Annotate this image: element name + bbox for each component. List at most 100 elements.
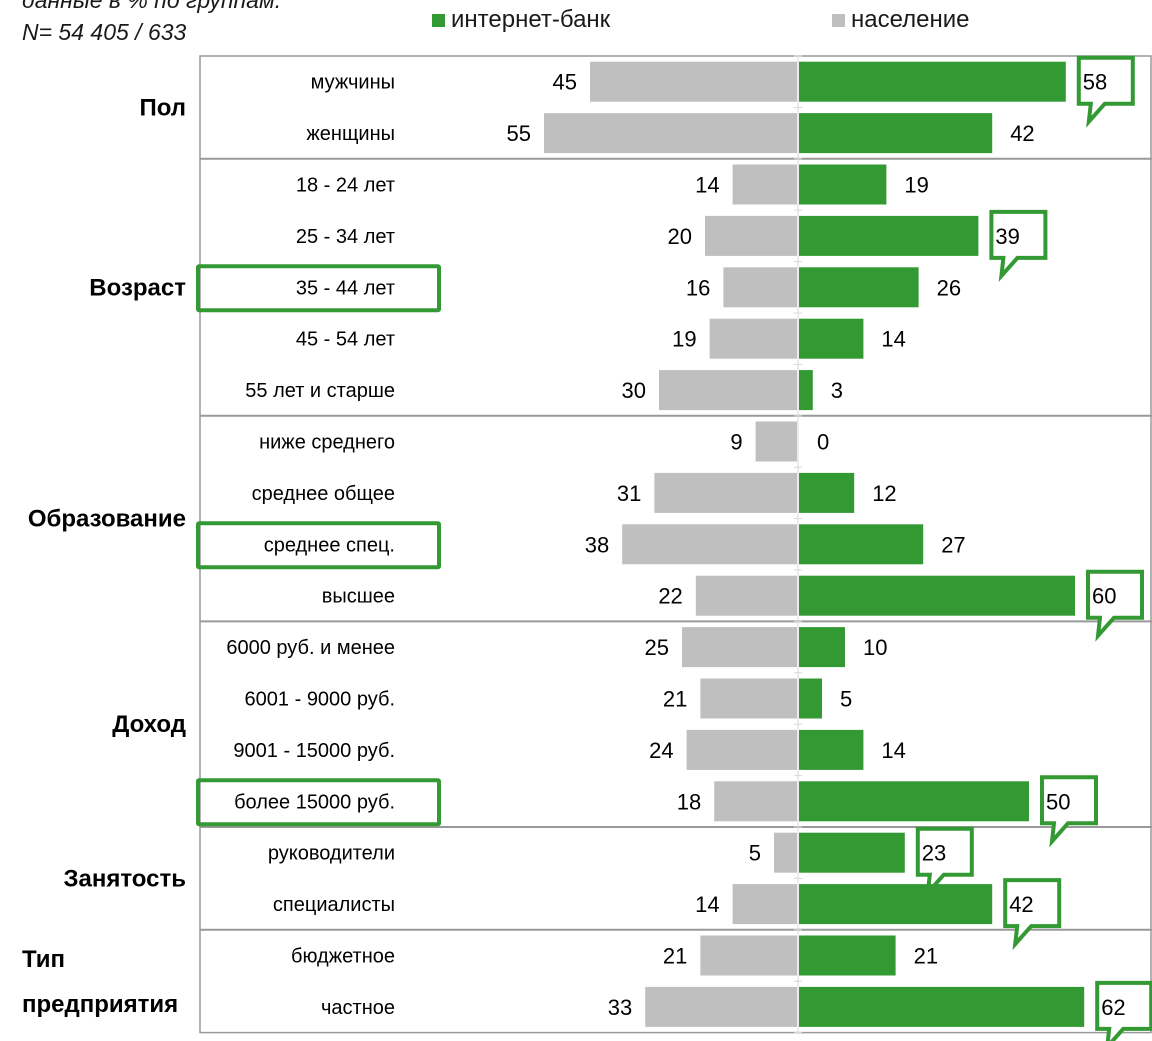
bar-population	[700, 935, 797, 976]
bar-internet-bank	[799, 935, 896, 976]
category-label: высшее	[322, 586, 395, 608]
group-label: Пол	[139, 94, 186, 121]
category-highlight-frame	[196, 264, 441, 313]
value-callout	[1095, 980, 1152, 1041]
bar-population	[705, 215, 797, 256]
legend-item-internet-bank: интернет-банк	[432, 6, 610, 34]
value-label-internet-bank: 5	[840, 687, 852, 712]
value-callout	[1076, 55, 1135, 128]
bar-internet-bank	[799, 370, 813, 411]
bar-population	[774, 832, 797, 873]
value-label-population: 19	[672, 327, 696, 352]
category-highlight-frame	[196, 778, 441, 827]
value-label-internet-bank: 50	[1046, 789, 1070, 814]
bar-internet-bank	[799, 61, 1066, 102]
value-label-population: 38	[585, 532, 609, 557]
value-label-population: 22	[658, 584, 682, 609]
category-label: 6001 - 9000 руб.	[245, 689, 395, 711]
bar-population	[709, 318, 797, 359]
value-label-internet-bank: 19	[904, 173, 928, 198]
value-label-internet-bank: 14	[881, 327, 905, 352]
bar-internet-bank	[799, 575, 1075, 616]
note-line-1: данные в % по группам.	[22, 0, 282, 13]
legend-swatch-internet-bank	[432, 13, 445, 27]
bar-internet-bank	[799, 832, 905, 873]
value-label-internet-bank: 23	[922, 841, 946, 866]
value-label-internet-bank: 10	[863, 635, 887, 660]
value-label-population: 33	[608, 995, 632, 1020]
bar-population	[682, 627, 797, 668]
category-label: 55 лет и старше	[245, 380, 395, 402]
category-label: женщины	[306, 123, 395, 145]
value-label-internet-bank: 14	[881, 738, 905, 763]
category-label: 9001 - 15000 руб.	[233, 740, 395, 762]
category-label: частное	[321, 997, 395, 1019]
value-label-internet-bank: 21	[914, 944, 938, 969]
bar-internet-bank	[799, 627, 845, 668]
value-label-population: 21	[663, 944, 687, 969]
value-callout	[915, 826, 974, 899]
bar-population	[544, 113, 797, 154]
value-label-population: 14	[695, 173, 719, 198]
value-label-internet-bank: 42	[1010, 121, 1034, 146]
bar-internet-bank	[799, 678, 822, 719]
bar-population	[686, 729, 797, 770]
group-label: Занятость	[63, 865, 186, 892]
category-label: ниже среднего	[259, 432, 395, 454]
bar-internet-bank	[799, 164, 887, 205]
bar-population	[732, 884, 797, 925]
legend-item-population: население	[832, 6, 970, 34]
value-label-internet-bank: 62	[1101, 995, 1125, 1020]
legend-label-population: население	[851, 6, 970, 33]
value-label-population: 25	[645, 635, 669, 660]
category-label: руководители	[268, 843, 395, 865]
category-label: среднее общее	[252, 483, 395, 505]
group-label: Тип предприятия	[22, 946, 178, 1018]
value-callout	[1040, 775, 1098, 848]
value-label-population: 9	[730, 430, 742, 455]
group-label: Доход	[112, 711, 186, 738]
category-label: 35 - 44 лет	[296, 277, 395, 299]
bar-population	[755, 421, 797, 462]
value-label-population: 24	[649, 738, 673, 763]
value-label-internet-bank: 60	[1092, 584, 1116, 609]
category-label: бюджетное	[291, 946, 395, 968]
legend-swatch-population	[832, 13, 845, 27]
value-label-population: 30	[622, 378, 646, 403]
group-label: Возраст	[89, 274, 186, 301]
value-label-population: 45	[553, 70, 577, 95]
category-label: 45 - 54 лет	[296, 329, 395, 351]
value-callout	[989, 209, 1048, 282]
value-label-population: 5	[749, 841, 761, 866]
bar-population	[723, 267, 797, 308]
bar-internet-bank	[799, 472, 855, 513]
bar-population	[695, 575, 797, 616]
value-callout	[1086, 569, 1144, 642]
value-label-population: 16	[686, 275, 710, 300]
category-label: специалисты	[273, 894, 395, 916]
legend-label-internet-bank: интернет-банк	[451, 6, 611, 33]
value-label-population: 31	[617, 481, 641, 506]
category-highlight-frame	[196, 521, 441, 570]
bar-internet-bank	[799, 318, 864, 359]
value-label-population: 14	[695, 892, 719, 917]
category-label: более 15000 руб.	[234, 791, 395, 813]
bar-internet-bank	[799, 113, 993, 154]
bar-internet-bank	[799, 267, 919, 308]
value-label-internet-bank: 3	[831, 378, 843, 403]
value-label-internet-bank: 27	[941, 532, 965, 557]
bar-population	[714, 781, 797, 822]
category-label: 6000 руб. и менее	[226, 637, 395, 659]
value-label-internet-bank: 42	[1009, 892, 1033, 917]
bar-population	[654, 472, 797, 513]
value-label-population: 20	[668, 224, 692, 249]
value-label-internet-bank: 12	[872, 481, 896, 506]
note-line-2: N= 54 405 / 633	[22, 19, 187, 45]
bar-internet-bank	[799, 986, 1085, 1027]
bar-population	[659, 370, 797, 411]
category-label: мужчины	[311, 72, 395, 94]
value-label-internet-bank: 58	[1083, 70, 1107, 95]
category-label: 25 - 34 лет	[296, 226, 395, 248]
value-label-population: 21	[663, 687, 687, 712]
